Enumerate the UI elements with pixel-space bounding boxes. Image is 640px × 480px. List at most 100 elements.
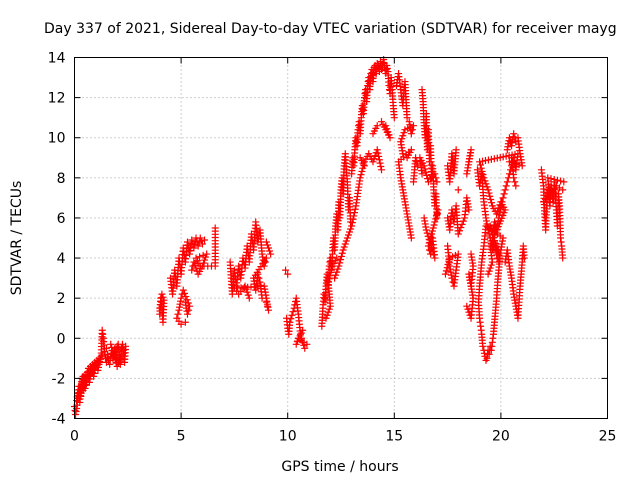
data-point bbox=[360, 162, 368, 170]
x-tick-label: 5 bbox=[177, 429, 186, 445]
data-point bbox=[344, 231, 352, 239]
data-point bbox=[432, 212, 440, 220]
data-point bbox=[332, 271, 340, 279]
x-tick-label: 0 bbox=[70, 429, 79, 445]
data-point bbox=[241, 282, 249, 290]
data-point bbox=[245, 294, 253, 302]
data-point bbox=[109, 350, 117, 358]
data-point bbox=[459, 217, 467, 225]
data-point bbox=[265, 244, 273, 252]
data-point bbox=[342, 237, 350, 245]
data-point bbox=[194, 242, 202, 250]
data-point bbox=[199, 251, 207, 259]
data-point bbox=[177, 320, 185, 328]
data-point bbox=[350, 212, 358, 220]
data-point bbox=[346, 228, 354, 236]
data-point bbox=[443, 264, 451, 272]
axis-ticks: 0 5 10 15 20 25 -4 -2 0 2 4 6 8 10 12 14 bbox=[48, 51, 617, 445]
y-tick-label: -4 bbox=[52, 412, 66, 428]
data-point bbox=[333, 254, 341, 262]
data-point bbox=[422, 168, 430, 176]
data-point bbox=[464, 305, 472, 313]
data-point bbox=[326, 272, 334, 280]
data-point bbox=[401, 126, 409, 134]
data-point bbox=[324, 308, 332, 316]
data-point bbox=[407, 130, 415, 138]
data-point bbox=[445, 257, 453, 265]
data-point bbox=[431, 218, 439, 226]
data-point bbox=[375, 156, 383, 164]
data-point bbox=[183, 310, 191, 318]
data-point bbox=[356, 174, 364, 182]
data-point bbox=[510, 174, 518, 182]
data-point bbox=[377, 162, 385, 170]
data-point bbox=[299, 326, 307, 334]
data-point bbox=[500, 190, 508, 198]
data-point bbox=[518, 162, 526, 170]
data-point bbox=[340, 243, 348, 251]
data-point bbox=[454, 230, 462, 238]
data-point bbox=[400, 129, 408, 137]
data-point bbox=[465, 206, 473, 214]
data-point bbox=[499, 153, 507, 161]
data-point bbox=[444, 260, 452, 268]
y-tick-label: -2 bbox=[52, 371, 66, 387]
data-point bbox=[348, 219, 356, 227]
data-point bbox=[266, 247, 274, 255]
data-point bbox=[426, 238, 434, 246]
data-point bbox=[282, 266, 290, 274]
data-point bbox=[328, 265, 336, 273]
data-point bbox=[481, 177, 489, 185]
data-point bbox=[488, 199, 496, 207]
data-point bbox=[423, 229, 431, 237]
data-point bbox=[550, 175, 558, 183]
data-point bbox=[495, 204, 503, 212]
data-point bbox=[433, 178, 441, 186]
data-point bbox=[341, 240, 349, 248]
y-tick-label: 10 bbox=[48, 131, 66, 147]
data-point bbox=[494, 207, 502, 215]
data-point bbox=[183, 296, 191, 304]
data-point bbox=[358, 167, 366, 175]
data-point bbox=[510, 130, 518, 138]
data-point bbox=[117, 352, 125, 360]
data-point bbox=[479, 171, 487, 179]
data-point bbox=[431, 170, 439, 178]
data-point bbox=[333, 268, 341, 276]
data-point bbox=[446, 254, 454, 262]
data-point bbox=[182, 293, 190, 301]
data-point bbox=[423, 171, 431, 179]
data-point bbox=[485, 189, 493, 197]
data-point bbox=[113, 362, 121, 370]
data-point bbox=[181, 318, 189, 326]
plot-frame bbox=[74, 57, 608, 419]
data-point bbox=[478, 167, 486, 175]
data-point bbox=[351, 209, 359, 217]
data-point bbox=[520, 254, 528, 262]
data-point bbox=[175, 306, 183, 314]
data-point bbox=[211, 224, 219, 232]
data-point bbox=[244, 291, 252, 299]
data-point bbox=[428, 227, 436, 235]
data-point bbox=[457, 224, 465, 232]
data-point bbox=[441, 270, 449, 278]
data-point bbox=[325, 275, 333, 283]
data-point bbox=[490, 155, 498, 163]
y-tick-label: 4 bbox=[57, 251, 66, 267]
data-point bbox=[109, 347, 117, 355]
data-point bbox=[108, 343, 116, 351]
data-point bbox=[188, 266, 196, 274]
data-point bbox=[481, 157, 489, 165]
data-point bbox=[339, 246, 347, 254]
data-point bbox=[327, 268, 335, 276]
data-point bbox=[420, 214, 428, 222]
data-point bbox=[414, 162, 422, 170]
data-point bbox=[512, 160, 520, 168]
data-point bbox=[174, 310, 182, 318]
data-point bbox=[110, 353, 118, 361]
y-tick-label: 6 bbox=[57, 211, 66, 227]
data-point bbox=[198, 240, 206, 248]
data-point bbox=[399, 150, 407, 158]
data-point bbox=[254, 270, 262, 278]
